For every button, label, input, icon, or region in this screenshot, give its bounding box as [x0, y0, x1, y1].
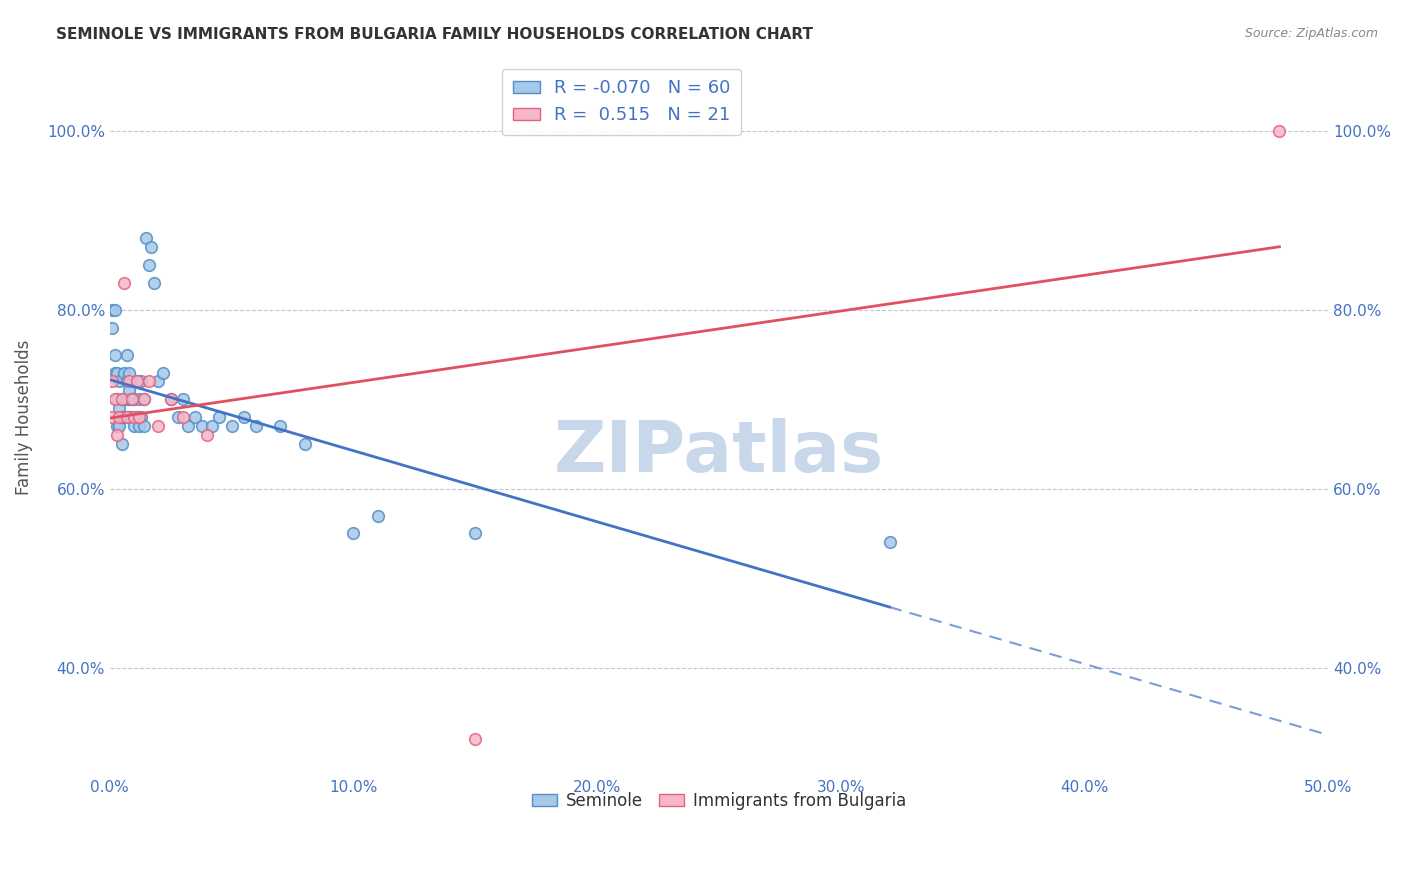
- Text: Source: ZipAtlas.com: Source: ZipAtlas.com: [1244, 27, 1378, 40]
- Point: [118, 392, 141, 407]
- Point: [464, 526, 486, 541]
- Point: [121, 392, 143, 407]
- Point: [172, 392, 194, 407]
- Point: [121, 392, 143, 407]
- Point: [172, 410, 194, 425]
- Point: [135, 231, 157, 245]
- Point: [142, 276, 165, 290]
- Point: [128, 392, 150, 407]
- Point: [115, 410, 138, 425]
- Point: [125, 375, 148, 389]
- Point: [105, 392, 128, 407]
- Point: [125, 375, 148, 389]
- Point: [104, 348, 127, 362]
- Point: [111, 392, 134, 407]
- Point: [108, 401, 131, 416]
- Point: [464, 732, 486, 747]
- Point: [111, 437, 134, 451]
- Point: [125, 410, 148, 425]
- Point: [118, 410, 141, 425]
- Point: [108, 410, 131, 425]
- Point: [131, 375, 153, 389]
- Point: [101, 375, 124, 389]
- Point: [115, 375, 138, 389]
- Point: [104, 392, 127, 407]
- Point: [105, 428, 128, 442]
- Point: [108, 419, 131, 434]
- Point: [112, 410, 135, 425]
- Point: [191, 419, 214, 434]
- Point: [184, 410, 207, 425]
- Point: [221, 419, 243, 434]
- Point: [167, 410, 190, 425]
- Point: [112, 366, 135, 380]
- Point: [148, 375, 170, 389]
- Point: [122, 392, 145, 407]
- Point: [118, 384, 141, 398]
- Point: [131, 410, 153, 425]
- Point: [269, 419, 291, 434]
- Y-axis label: Family Households: Family Households: [15, 340, 32, 495]
- Text: SEMINOLE VS IMMIGRANTS FROM BULGARIA FAMILY HOUSEHOLDS CORRELATION CHART: SEMINOLE VS IMMIGRANTS FROM BULGARIA FAM…: [56, 27, 813, 42]
- Point: [294, 437, 316, 451]
- Point: [879, 535, 901, 549]
- Point: [159, 392, 181, 407]
- Point: [112, 392, 135, 407]
- Point: [122, 419, 145, 434]
- Point: [132, 392, 155, 407]
- Point: [1268, 124, 1291, 138]
- Point: [132, 419, 155, 434]
- Point: [128, 410, 150, 425]
- Point: [108, 375, 131, 389]
- Point: [101, 302, 124, 317]
- Point: [121, 410, 143, 425]
- Point: [112, 276, 135, 290]
- Point: [115, 348, 138, 362]
- Point: [105, 419, 128, 434]
- Point: [208, 410, 231, 425]
- Point: [132, 392, 155, 407]
- Point: [367, 508, 389, 523]
- Point: [118, 375, 141, 389]
- Point: [115, 392, 138, 407]
- Point: [111, 392, 134, 407]
- Point: [122, 410, 145, 425]
- Point: [104, 366, 127, 380]
- Point: [128, 419, 150, 434]
- Point: [118, 366, 141, 380]
- Point: [232, 410, 254, 425]
- Point: [104, 302, 127, 317]
- Point: [342, 526, 364, 541]
- Point: [148, 419, 170, 434]
- Point: [111, 410, 134, 425]
- Point: [115, 410, 138, 425]
- Point: [201, 419, 224, 434]
- Text: ZIPatlas: ZIPatlas: [554, 418, 884, 487]
- Point: [152, 366, 174, 380]
- Point: [138, 258, 160, 272]
- Point: [177, 419, 200, 434]
- Legend: Seminole, Immigrants from Bulgaria: Seminole, Immigrants from Bulgaria: [526, 785, 912, 816]
- Point: [195, 428, 218, 442]
- Point: [138, 375, 160, 389]
- Point: [101, 320, 124, 334]
- Point: [245, 419, 267, 434]
- Point: [159, 392, 181, 407]
- Point: [105, 366, 128, 380]
- Point: [141, 240, 163, 254]
- Point: [101, 410, 124, 425]
